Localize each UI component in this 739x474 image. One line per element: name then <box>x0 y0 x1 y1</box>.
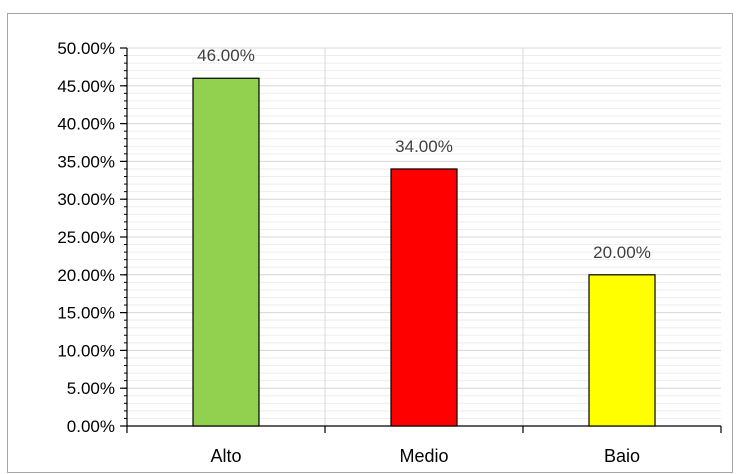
y-tick-label: 15.00% <box>57 304 115 323</box>
x-category-label: Medio <box>399 446 448 466</box>
bar-alto <box>192 77 260 427</box>
chart-area: 0.00% 5.00% 10.00% 15.00% 20.00% 25.00% 30.00%… <box>7 13 733 473</box>
bar-baio <box>588 274 656 427</box>
y-tick-label: 50.00% <box>57 39 115 58</box>
data-label: 34.00% <box>395 137 453 156</box>
y-tick-label: 35.00% <box>57 152 115 171</box>
y-tick-label: 0.00% <box>67 417 115 436</box>
y-tick-label: 25.00% <box>57 228 115 247</box>
bar-chart: 0.00% 5.00% 10.00% 15.00% 20.00% 25.00% 30.00%… <box>57 39 722 466</box>
y-tick-label: 40.00% <box>57 115 115 134</box>
y-tick-label: 45.00% <box>57 77 115 96</box>
x-category-label: Alto <box>210 446 241 466</box>
bar-medio <box>390 168 458 427</box>
y-tick-label: 30.00% <box>57 190 115 209</box>
y-tick-label: 5.00% <box>67 379 115 398</box>
data-label: 46.00% <box>197 46 255 65</box>
data-label: 20.00% <box>593 243 651 262</box>
x-category-label: Baio <box>604 446 640 466</box>
y-tick-label: 10.00% <box>57 341 115 360</box>
y-tick-label: 20.00% <box>57 266 115 285</box>
